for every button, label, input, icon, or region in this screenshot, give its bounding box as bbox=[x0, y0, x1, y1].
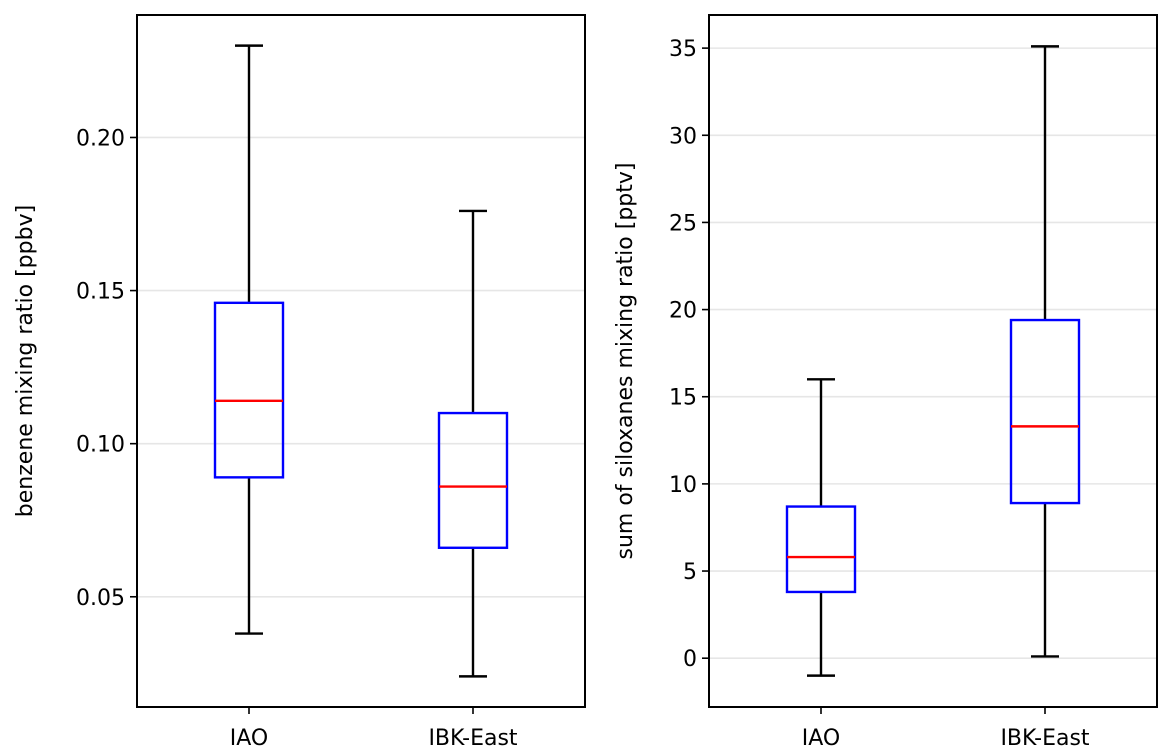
siloxanes-x-tick-label: IAO bbox=[802, 726, 840, 751]
benzene-x-tick-label: IBK-East bbox=[428, 726, 517, 751]
siloxanes-box-plot-panel: 0 5 10 15 20 25 30 35 IAO IBK-East sum of siloxane… bbox=[613, 14, 1158, 751]
siloxanes-y-tick-label: 25 bbox=[669, 211, 697, 236]
siloxanes-y-tick-label: 0 bbox=[683, 647, 697, 672]
benzene-axes-frame bbox=[136, 14, 586, 708]
siloxanes-x-tick-label: IBK-East bbox=[1000, 726, 1089, 751]
iqr-box bbox=[437, 411, 509, 549]
siloxanes-y-tick-label: 15 bbox=[669, 386, 697, 411]
benzene-y-tick-label: 0.15 bbox=[76, 280, 125, 305]
siloxanes-y-tick-label: 35 bbox=[669, 37, 697, 62]
siloxanes-box-iao bbox=[785, 378, 857, 677]
benzene-y-tick-label: 0.05 bbox=[76, 586, 125, 611]
benzene-box-iao bbox=[213, 44, 285, 635]
iqr-box bbox=[1009, 318, 1081, 505]
siloxanes-y-tick-label: 20 bbox=[669, 299, 697, 324]
benzene-y-tick-label: 0.10 bbox=[76, 433, 125, 458]
siloxanes-axes-frame bbox=[708, 14, 1158, 708]
siloxanes-y-tick-label: 30 bbox=[669, 124, 697, 149]
siloxanes-y-axis-label: sum of siloxanes mixing ratio [pptv] bbox=[613, 163, 638, 560]
siloxanes-y-tick-label: 5 bbox=[683, 560, 697, 585]
benzene-box-ibk-east bbox=[437, 209, 509, 678]
benzene-y-axis-label: benzene mixing ratio [ppbv] bbox=[13, 205, 38, 517]
siloxanes-y-tick-label: 10 bbox=[669, 473, 697, 498]
siloxanes-box-ibk-east bbox=[1009, 45, 1081, 658]
benzene-x-tick-label: IAO bbox=[230, 726, 268, 751]
benzene-y-tick-label: 0.20 bbox=[76, 126, 125, 151]
iqr-box bbox=[785, 505, 857, 594]
benzene-box-plot-panel: 0.05 0.10 0.15 0.20 IAO IBK-East benzene mixin… bbox=[13, 14, 586, 751]
iqr-box bbox=[213, 301, 285, 479]
